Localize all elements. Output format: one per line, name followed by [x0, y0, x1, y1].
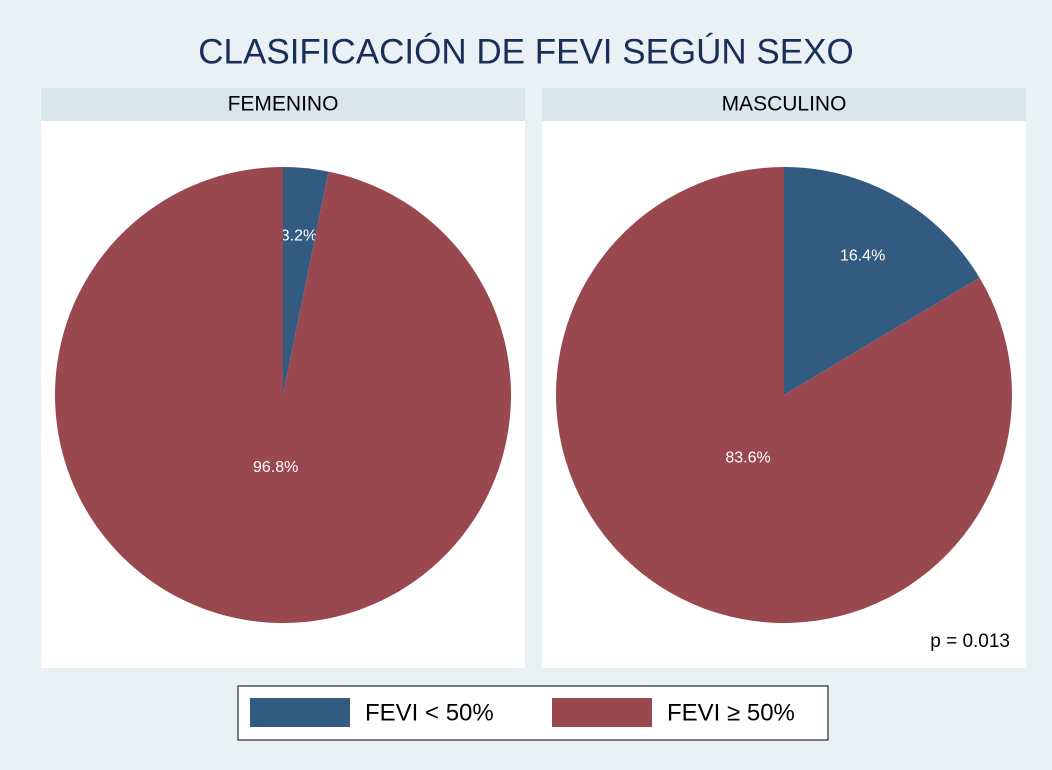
panel-title: MASCULINO — [722, 93, 847, 116]
panel-title: FEMENINO — [228, 93, 339, 116]
panel-header — [41, 88, 525, 121]
pie-slice — [556, 167, 1012, 623]
legend-swatch — [552, 698, 652, 727]
pie-slice — [283, 167, 329, 395]
pie-slice — [54, 167, 512, 623]
slice-label: 83.6% — [725, 450, 770, 467]
pie-slice — [784, 167, 980, 395]
slice-label: 96.8% — [253, 459, 298, 476]
slice-label: 16.4% — [840, 247, 885, 264]
legend-swatch — [250, 698, 350, 727]
annotation: p = 0.013 — [930, 631, 1010, 652]
panel-header — [542, 88, 1026, 121]
legend-label: FEVI ≥ 50% — [667, 699, 795, 726]
chart-title: CLASIFICACIÓN DE FEVI SEGÚN SEXO — [198, 32, 853, 71]
slice-label: 3.2% — [281, 227, 317, 244]
legend-label: FEVI < 50% — [365, 699, 494, 726]
